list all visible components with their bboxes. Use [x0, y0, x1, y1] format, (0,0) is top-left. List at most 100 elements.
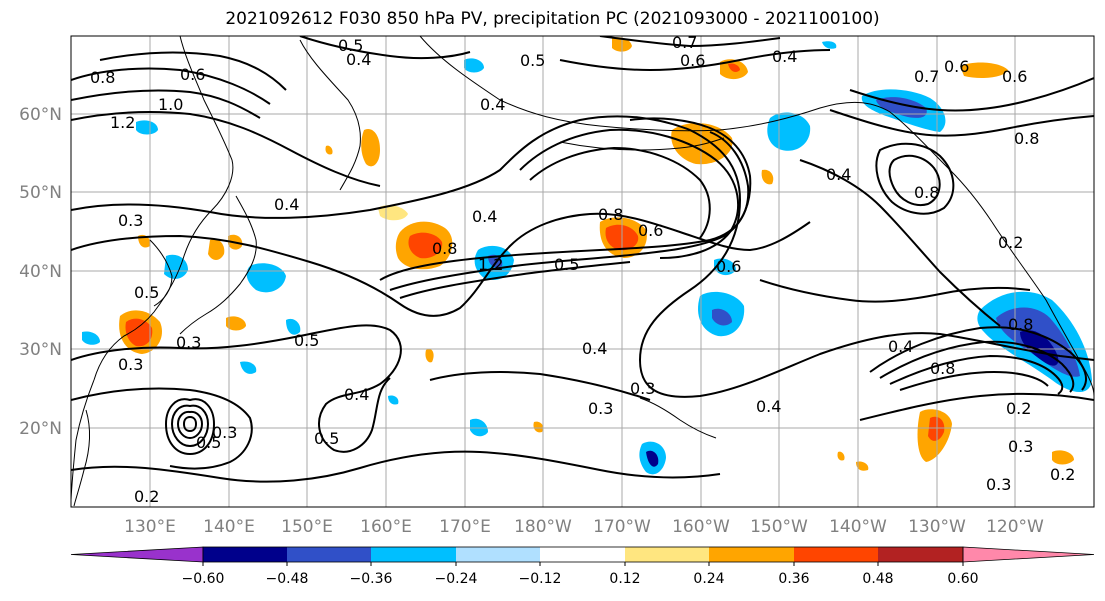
colorbar-tick-label: −0.24: [435, 571, 478, 587]
contour-label: 0.4: [772, 47, 797, 66]
contour-label: 0.3: [986, 475, 1011, 494]
precip-blob: [1052, 450, 1074, 465]
pv-contour: [559, 49, 831, 72]
colorbar-swatch: [371, 547, 456, 562]
contour-label: 1.0: [158, 95, 183, 114]
contour-label: 0.6: [180, 65, 205, 84]
contour-label: 0.3: [118, 355, 143, 374]
precip-blob: [671, 123, 733, 165]
colorbar-swatch: [878, 547, 963, 562]
colorbar-swatch: [70, 546, 204, 563]
colorbar-swatch: [287, 547, 371, 562]
pv-contour: [519, 128, 740, 259]
precip-blob: [822, 41, 837, 49]
colorbar-swatch: [794, 547, 878, 562]
lon-label: 130°E: [124, 517, 176, 537]
contour-label: 0.4: [480, 95, 505, 114]
precip-blob: [856, 461, 869, 471]
coastline-hawaii: [639, 397, 717, 439]
colorbar-ticks: [202, 562, 964, 566]
precip-blob: [240, 361, 257, 374]
precip-blob: [767, 112, 811, 151]
contour-label: 0.7: [914, 67, 939, 86]
contour-label: 0.8: [1008, 315, 1033, 334]
lat-label: 40°N: [19, 262, 62, 282]
lon-label: 170°E: [439, 517, 491, 537]
lon-label: 140°W: [829, 517, 887, 537]
contour-label: 0.6: [944, 57, 969, 76]
lon-label: 170°W: [593, 517, 651, 537]
contour-label: 0.8: [1014, 129, 1039, 148]
pv-contour: [71, 324, 402, 453]
precip-blob: [928, 416, 945, 441]
precip-blob: [388, 395, 399, 405]
contour-labels: 0.5 0.4 0.8 0.6 1.0 1.2 0.3 0.4 0.5 0.5 …: [90, 36, 1075, 506]
contour-label: 0.8: [432, 239, 457, 258]
pv-contour: [599, 36, 781, 48]
map-frame: [70, 35, 1095, 508]
colorbar-swatch: [540, 547, 625, 562]
pv-contour: [164, 398, 216, 456]
pv-contour: [399, 261, 631, 299]
contour-label: 0.4: [346, 50, 371, 69]
coastline-kamchatka: [299, 39, 361, 191]
colorbar-tick-label: 0.24: [693, 571, 724, 587]
colorbar-tick-label: 0.60: [947, 571, 978, 587]
precip-blob: [761, 169, 774, 185]
pv-contour: [829, 109, 1094, 137]
contour-label: 0.5: [520, 51, 545, 70]
pv-contour: [869, 326, 1087, 391]
contour-label: 0.4: [472, 207, 497, 226]
pv-contour: [71, 387, 253, 470]
coastline-alaska: [419, 36, 993, 223]
figure-title: 2021092612 F030 850 hPa PV, precipitatio…: [225, 9, 880, 29]
contour-label: 0.2: [1050, 465, 1075, 484]
pv-contour: [176, 410, 204, 440]
precip-blob: [464, 58, 484, 73]
contour-label: 0.4: [756, 397, 781, 416]
contour-label: 0.2: [1006, 399, 1031, 418]
contour-label: 0.3: [588, 399, 613, 418]
pv-contour: [182, 415, 198, 433]
contour-label: 0.2: [998, 233, 1023, 252]
lon-label: 160°W: [672, 517, 730, 537]
lon-label: 150°E: [281, 517, 333, 537]
precip-blob: [646, 450, 659, 467]
pv-contour: [888, 154, 941, 206]
contour-label: 0.4: [582, 339, 607, 358]
contour-label: 0.3: [630, 379, 655, 398]
colorbar-tick-label: 0.12: [609, 571, 640, 587]
precip-blob: [361, 128, 380, 167]
colorbar-swatch: [456, 547, 540, 562]
colorbar-tick-label: −0.12: [519, 571, 562, 587]
contour-label: 0.8: [598, 205, 623, 224]
lon-label: 150°W: [750, 517, 808, 537]
pv-contour: [879, 340, 1075, 393]
lon-label: 140°E: [203, 517, 255, 537]
colorbar-swatch: [203, 547, 287, 562]
contour-label: 0.8: [914, 183, 939, 202]
longitude-labels: 130°E 140°E 150°E 160°E 170°E 180°W 170°…: [124, 517, 1044, 537]
pv-contour: [71, 115, 1094, 398]
pv-contours: [71, 36, 1094, 483]
contour-label: 0.5: [196, 433, 221, 452]
precip-blob: [408, 232, 443, 259]
contour-label: 0.5: [294, 331, 319, 350]
contour-label: 0.6: [638, 221, 663, 240]
contour-label: 0.4: [344, 385, 369, 404]
pv-contour: [71, 67, 271, 105]
pv-contour: [889, 354, 1064, 395]
contour-label: 0.4: [888, 337, 913, 356]
contour-label: 0.3: [118, 211, 143, 230]
contour-label: 0.8: [90, 68, 115, 87]
colorbar-tick-label: −0.48: [266, 571, 309, 587]
contour-label: 0.5: [134, 283, 159, 302]
lat-label: 30°N: [19, 340, 62, 360]
precip-blob: [728, 63, 740, 72]
precip-blob: [226, 316, 246, 331]
contour-label: 1.2: [110, 113, 135, 132]
pv-contour: [99, 51, 287, 91]
graticule: [71, 36, 1094, 507]
lon-label: 120°W: [986, 517, 1044, 537]
